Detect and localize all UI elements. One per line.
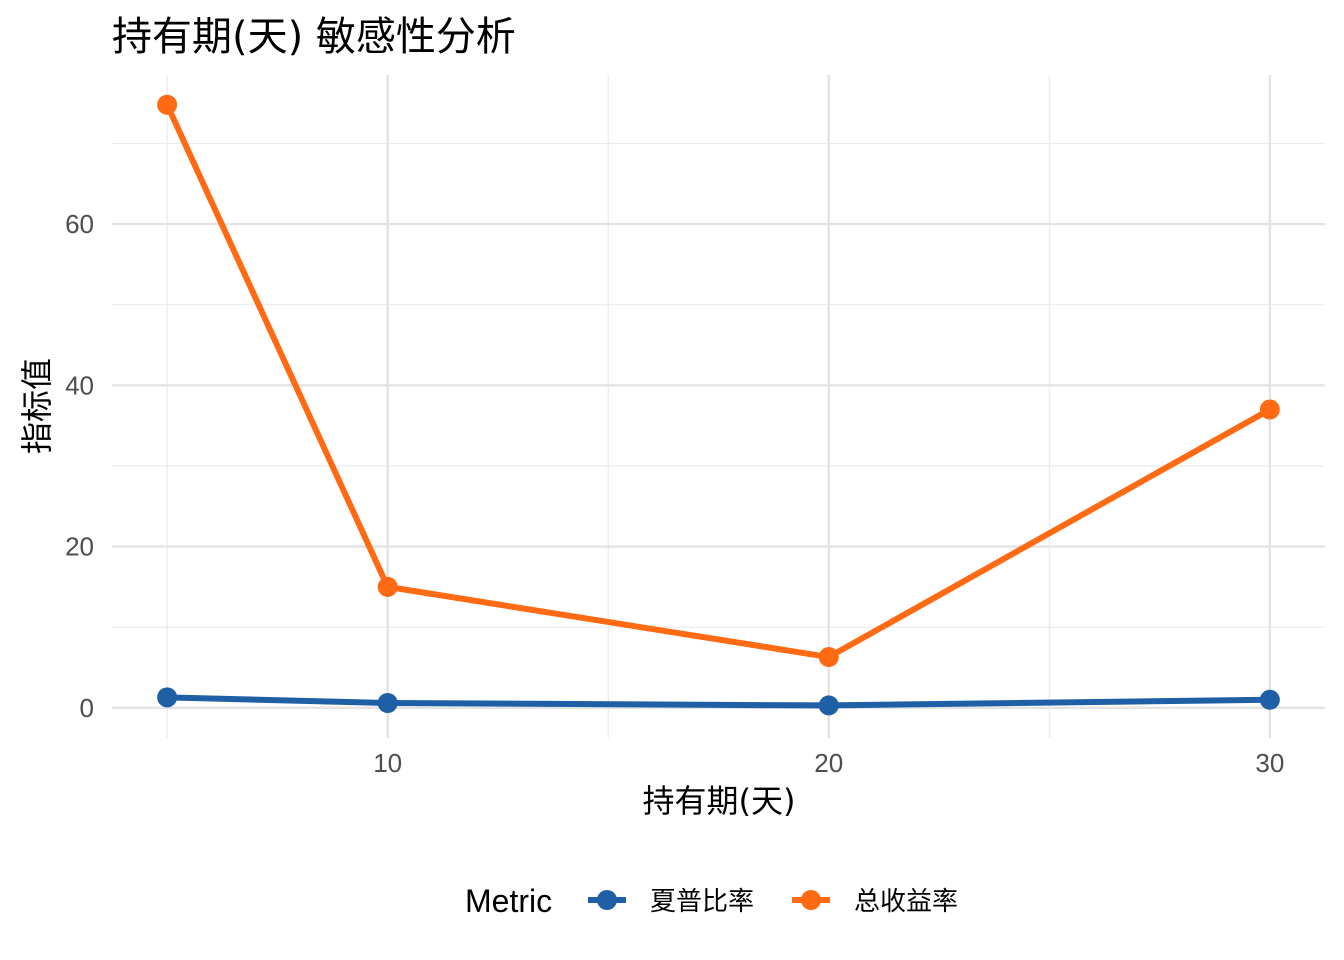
- y-tick-label: 60: [65, 209, 94, 239]
- data-point: [1259, 399, 1280, 420]
- data-point: [818, 695, 839, 716]
- data-point: [818, 647, 839, 668]
- data-point: [377, 693, 398, 714]
- x-tick-label: 30: [1255, 748, 1284, 778]
- data-point: [157, 94, 178, 115]
- series-line: [164, 694, 1273, 709]
- series-line: [164, 101, 1273, 661]
- legend-key-point: [597, 890, 617, 910]
- legend-title: Metric: [465, 883, 552, 919]
- y-tick-label: 0: [80, 693, 94, 723]
- x-tick-label: 20: [814, 748, 843, 778]
- data-point: [377, 576, 398, 597]
- legend-label: 总收益率: [854, 887, 958, 917]
- x-axis-title: 持有期(天): [643, 782, 796, 820]
- series-layer: [157, 94, 1280, 716]
- data-point: [1259, 689, 1280, 710]
- chart-title: 持有期(天) 敏感性分析: [112, 14, 516, 60]
- x-tick-label: 10: [373, 748, 402, 778]
- data-point: [157, 687, 178, 708]
- y-tick-label: 40: [65, 370, 94, 400]
- legend-key-point: [801, 890, 821, 910]
- axes: 0 20 40 60 10 20 30: [65, 209, 1284, 778]
- legend-label: 夏普比率: [650, 887, 754, 917]
- y-axis-title: 指标值: [18, 358, 56, 454]
- y-tick-label: 20: [65, 532, 94, 562]
- legend: Metric 夏普比率 总收益率: [465, 883, 958, 919]
